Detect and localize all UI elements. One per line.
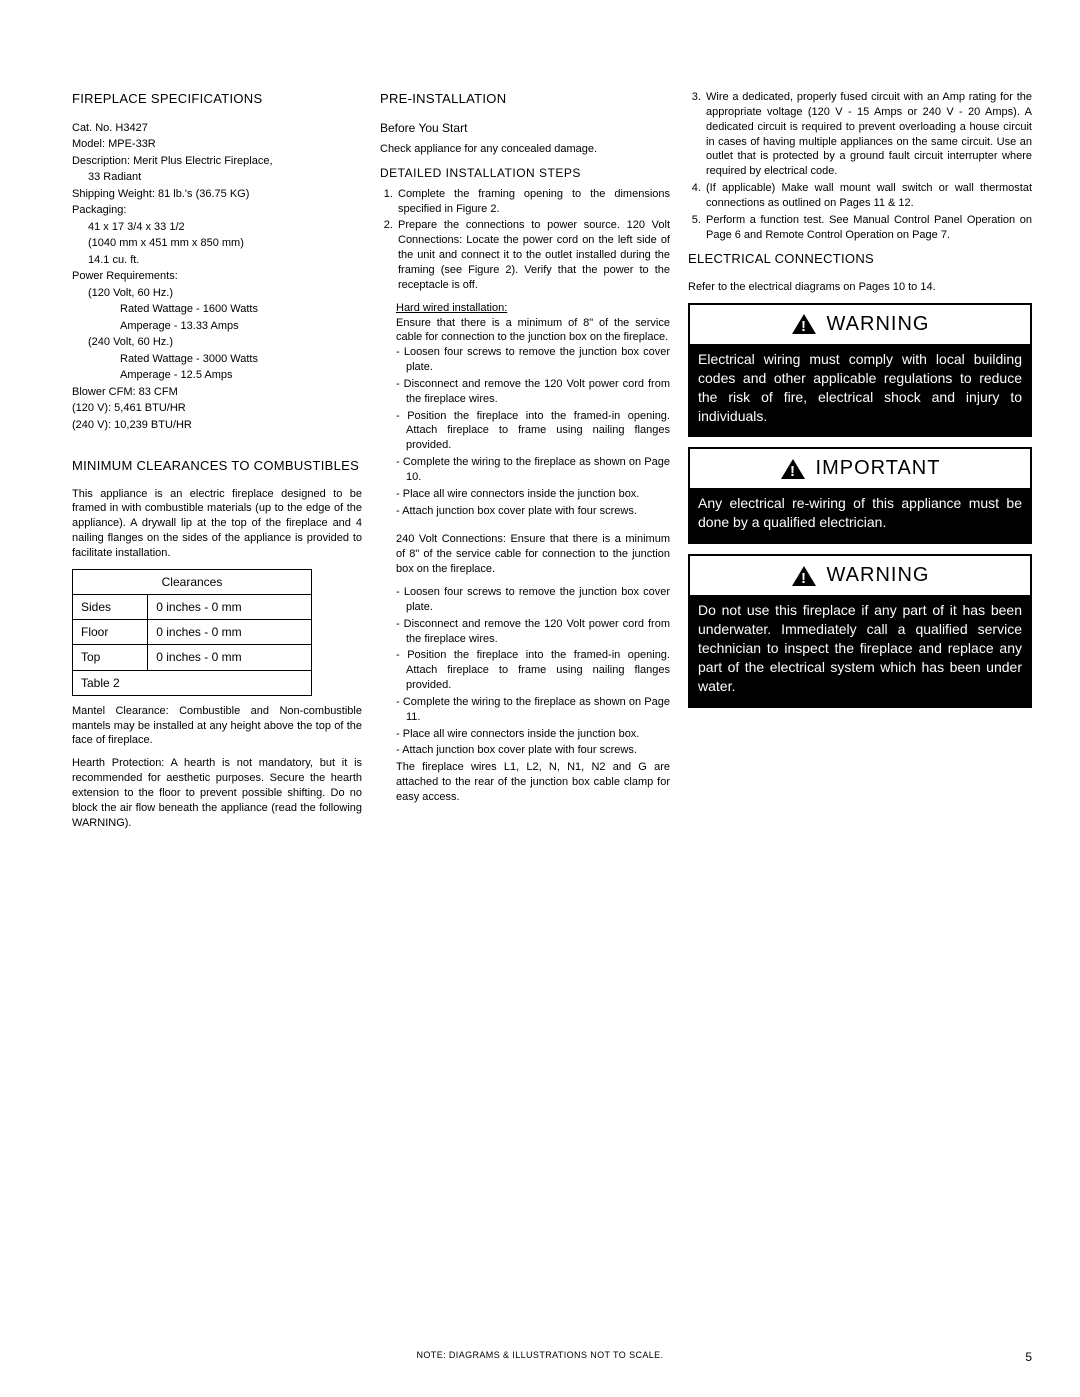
warning-box-2: ! WARNING Do not use this ﬁreplace if an… — [688, 554, 1032, 707]
spec-p240w: Rated Wattage - 3000 Watts — [72, 351, 362, 368]
important-box-body: Any electrical re-wiring of this applian… — [690, 488, 1030, 542]
step-5: Perform a function test. See Manual Cont… — [704, 213, 1032, 243]
table-caption: Table 2 — [73, 670, 312, 695]
heading-clearances: MINIMUM CLEARANCES TO COMBUSTIBLES — [72, 457, 362, 475]
table-cell: 0 inches - 0 mm — [148, 645, 312, 670]
clearances-intro: This appliance is an electric ﬁreplace d… — [72, 487, 362, 561]
spec-desc1: Description: Merit Plus Electric Firepla… — [72, 153, 362, 170]
list-item: Place all wire connectors inside the jun… — [396, 487, 670, 502]
spec-desc2: 33 Radiant — [72, 169, 362, 186]
warning-icon: ! — [791, 565, 817, 587]
spec-p120: (120 Volt, 60 Hz.) — [72, 285, 362, 302]
list-item: Attach junction box cover plate with fou… — [396, 743, 670, 758]
list-item: Disconnect and remove the 120 Volt power… — [396, 617, 670, 647]
step-1: Complete the framing opening to the dime… — [396, 187, 670, 217]
important-box: ! IMPORTANT Any electrical re-wiring of … — [688, 447, 1032, 544]
spec-p240a: Amperage - 12.5 Amps — [72, 367, 362, 384]
table-cell: 0 inches - 0 mm — [148, 595, 312, 620]
dash-list-a: Loosen four screws to remove the junctio… — [380, 345, 670, 518]
table-cell: Top — [73, 645, 148, 670]
spec-pack-h: Packaging: — [72, 202, 362, 219]
spec-pack2: (1040 mm x 451 mm x 850 mm) — [72, 235, 362, 252]
warning-icon: ! — [791, 313, 817, 335]
warning-icon: ! — [780, 458, 806, 480]
column-2: PRE-INSTALLATION Before You Start Check … — [380, 90, 670, 839]
heading-electrical: ELECTRICAL CONNECTIONS — [688, 250, 1032, 268]
hearth-text: Hearth Protection: A hearth is not manda… — [72, 756, 362, 830]
list-item: Complete the wiring to the ﬁreplace as s… — [396, 695, 670, 725]
table-row: Top 0 inches - 0 mm — [73, 645, 312, 670]
list-item: Attach junction box cover plate with fou… — [396, 504, 670, 519]
table-cell: Sides — [73, 595, 148, 620]
warning-box-1-head: ! WARNING — [690, 305, 1030, 344]
list-item: Place all wire connectors inside the jun… — [396, 727, 670, 742]
spec-blower: Blower CFM: 83 CFM — [72, 384, 362, 401]
spec-p120a: Amperage - 13.33 Amps — [72, 318, 362, 335]
spec-preq-h: Power Requirements: — [72, 268, 362, 285]
steps-list-cont: Wire a dedicated, properly fused circuit… — [688, 90, 1032, 242]
v240-body: 240 Volt Connections: Ensure that there … — [380, 532, 670, 577]
spec-pack1: 41 x 17 3/4 x 33 1/2 — [72, 219, 362, 236]
spec-p240: (240 Volt, 60 Hz.) — [72, 334, 362, 351]
warning-box-2-head: ! WARNING — [690, 556, 1030, 595]
tail-text: The ﬁreplace wires L1, L2, N, N1, N2 and… — [380, 760, 670, 805]
before-body: Check appliance for any concealed damage… — [380, 142, 670, 157]
page-columns: FIREPLACE SPECIFICATIONS Cat. No. H3427 … — [72, 90, 1032, 839]
mantel-text: Mantel Clearance: Combustible and Non-co… — [72, 704, 362, 749]
table-cell: Floor — [73, 620, 148, 645]
svg-text:!: ! — [801, 318, 807, 335]
list-item: Loosen four screws to remove the junctio… — [396, 345, 670, 375]
hardwired-body: Ensure that there is a minimum of 8" of … — [396, 316, 670, 346]
table-cell: 0 inches - 0 mm — [148, 620, 312, 645]
spec-model: Model: MPE-33R — [72, 136, 362, 153]
column-3: Wire a dedicated, properly fused circuit… — [688, 90, 1032, 839]
spec-pack3: 14.1 cu. ft. — [72, 252, 362, 269]
spec-ship: Shipping Weight: 81 lb.'s (36.75 KG) — [72, 186, 362, 203]
warning-box-2-title: WARNING — [827, 562, 930, 589]
spec-cat: Cat. No. H3427 — [72, 120, 362, 137]
step-2: Prepare the connections to power source.… — [396, 218, 670, 292]
list-item: Position the ﬁreplace into the framed-in… — [396, 409, 670, 454]
footer-note: NOTE: DIAGRAMS & ILLUSTRATIONS NOT TO SC… — [0, 1349, 1080, 1361]
warning-box-1: ! WARNING Electrical wiring must comply … — [688, 303, 1032, 438]
before-heading: Before You Start — [380, 120, 670, 136]
heading-steps: DETAILED INSTALLATION STEPS — [380, 165, 670, 181]
warning-box-2-body: Do not use this ﬁreplace if any part of … — [690, 595, 1030, 705]
spec-p120w: Rated Wattage - 1600 Watts — [72, 301, 362, 318]
table-row: Floor 0 inches - 0 mm — [73, 620, 312, 645]
page-number: 5 — [1025, 1349, 1032, 1365]
list-item: Position the ﬁreplace into the framed-in… — [396, 648, 670, 693]
svg-text:!: ! — [790, 463, 796, 480]
svg-text:!: ! — [801, 570, 807, 587]
important-box-title: IMPORTANT — [816, 455, 941, 482]
steps-list: Complete the framing opening to the dime… — [380, 187, 670, 293]
column-1: FIREPLACE SPECIFICATIONS Cat. No. H3427 … — [72, 90, 362, 839]
list-item: Loosen four screws to remove the junctio… — [396, 585, 670, 615]
hardwired-block: Hard wired installation: Ensure that the… — [380, 301, 670, 346]
heading-specs: FIREPLACE SPECIFICATIONS — [72, 90, 362, 108]
important-box-head: ! IMPORTANT — [690, 449, 1030, 488]
hearth-heading: Hearth Protection: — [72, 757, 164, 769]
list-item: Complete the wiring to the ﬁreplace as s… — [396, 455, 670, 485]
table-header: Clearances — [73, 569, 312, 594]
heading-preinstall: PRE-INSTALLATION — [380, 90, 670, 108]
electrical-body: Refer to the electrical diagrams on Page… — [688, 280, 1032, 295]
clearances-table: Clearances Sides 0 inches - 0 mm Floor 0… — [72, 569, 312, 696]
dash-list-b: Loosen four screws to remove the junctio… — [380, 585, 670, 758]
table-row: Sides 0 inches - 0 mm — [73, 595, 312, 620]
hardwired-heading: Hard wired installation: — [396, 302, 507, 314]
warning-box-1-body: Electrical wiring must comply with local… — [690, 344, 1030, 436]
list-item: Disconnect and remove the 120 Volt power… — [396, 377, 670, 407]
warning-box-1-title: WARNING — [827, 311, 930, 338]
step-3: Wire a dedicated, properly fused circuit… — [704, 90, 1032, 179]
spec-btu120: (120 V): 5,461 BTU/HR — [72, 400, 362, 417]
specs-block: Cat. No. H3427 Model: MPE-33R Descriptio… — [72, 120, 362, 434]
spec-btu240: (240 V): 10,239 BTU/HR — [72, 417, 362, 434]
mantel-heading: Mantel Clearance: — [72, 705, 169, 717]
step-4: (If applicable) Make wall mount wall swi… — [704, 181, 1032, 211]
